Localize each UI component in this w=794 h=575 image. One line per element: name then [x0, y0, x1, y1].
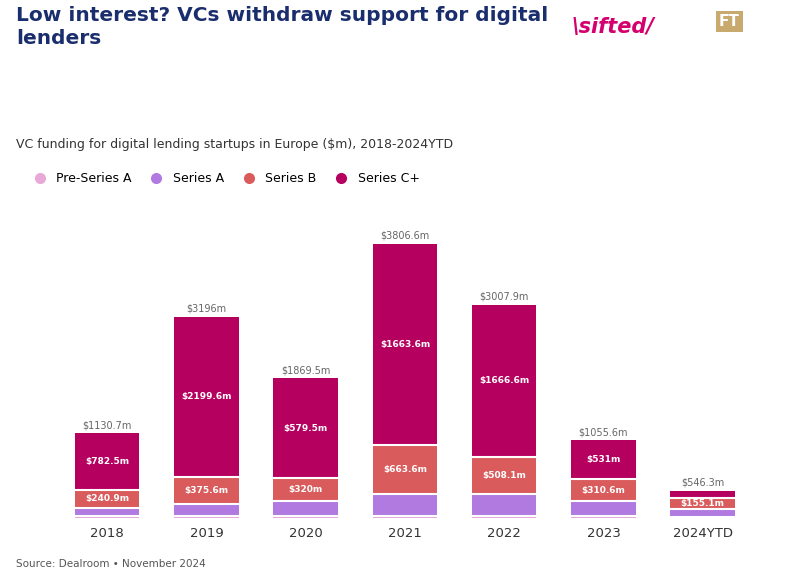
Text: $3196m: $3196m: [187, 304, 226, 314]
Bar: [174, 317, 239, 477]
Text: $663.6m: $663.6m: [383, 465, 427, 474]
Text: $375.6m: $375.6m: [184, 486, 229, 495]
Bar: [571, 479, 636, 501]
Bar: [273, 501, 338, 516]
Bar: [174, 516, 239, 518]
Text: $3007.9m: $3007.9m: [480, 292, 529, 302]
Bar: [75, 433, 140, 490]
Text: $3806.6m: $3806.6m: [380, 231, 430, 241]
Text: $579.5m: $579.5m: [283, 424, 328, 433]
Text: Low interest? VCs withdraw support for digital
lenders: Low interest? VCs withdraw support for d…: [16, 6, 548, 48]
Bar: [472, 457, 537, 494]
Bar: [472, 516, 537, 518]
Bar: [75, 516, 140, 518]
Bar: [273, 378, 338, 478]
Bar: [571, 440, 636, 479]
Bar: [670, 498, 735, 509]
Bar: [75, 508, 140, 516]
Text: VC funding for digital lending startups in Europe ($m), 2018-2024YTD: VC funding for digital lending startups …: [16, 138, 453, 151]
Text: \sifted/: \sifted/: [572, 17, 655, 37]
Bar: [472, 494, 537, 516]
Bar: [372, 494, 437, 516]
Text: $1663.6m: $1663.6m: [380, 340, 430, 349]
Bar: [372, 446, 437, 494]
Text: $155.1m: $155.1m: [680, 499, 725, 508]
Text: $1666.6m: $1666.6m: [479, 376, 530, 385]
Text: $782.5m: $782.5m: [85, 457, 129, 466]
Bar: [472, 305, 537, 457]
Text: $310.6m: $310.6m: [581, 486, 626, 494]
Bar: [75, 490, 140, 508]
Legend: Pre-Series A, Series A, Series B, Series C+: Pre-Series A, Series A, Series B, Series…: [22, 167, 425, 190]
Bar: [571, 501, 636, 516]
Text: $508.1m: $508.1m: [482, 471, 526, 480]
Bar: [273, 478, 338, 501]
Bar: [372, 516, 437, 518]
Bar: [174, 504, 239, 516]
Text: Source: Dealroom • November 2024: Source: Dealroom • November 2024: [16, 559, 206, 569]
Text: $240.9m: $240.9m: [85, 494, 129, 503]
Bar: [670, 509, 735, 517]
Text: $546.3m: $546.3m: [681, 478, 724, 488]
Bar: [670, 517, 735, 518]
Text: $1130.7m: $1130.7m: [83, 420, 132, 430]
Bar: [372, 244, 437, 446]
Text: $2199.6m: $2199.6m: [181, 392, 232, 401]
Bar: [273, 516, 338, 518]
Text: FT: FT: [719, 14, 739, 29]
Text: $531m: $531m: [586, 455, 621, 464]
Text: $320m: $320m: [288, 485, 323, 494]
Bar: [174, 477, 239, 504]
Bar: [571, 516, 636, 518]
Bar: [670, 491, 735, 498]
Text: $1869.5m: $1869.5m: [281, 365, 330, 375]
Text: $1055.6m: $1055.6m: [579, 427, 628, 437]
